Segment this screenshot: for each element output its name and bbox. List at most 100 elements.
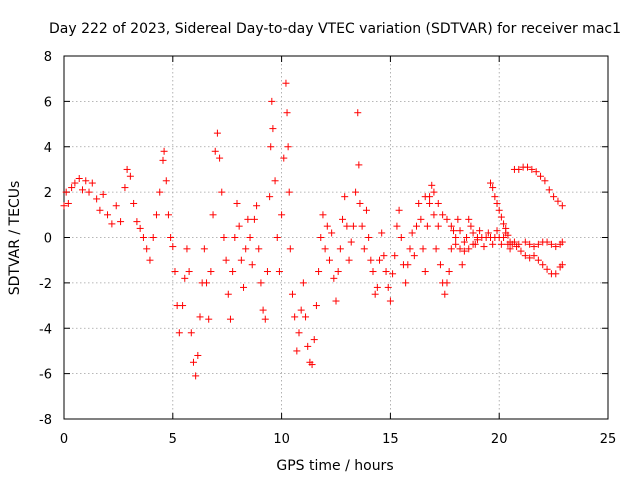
- data-point: [288, 290, 296, 298]
- data-point: [149, 234, 157, 241]
- data-point: [164, 211, 172, 219]
- data-point: [523, 163, 531, 171]
- data-point: [244, 215, 252, 223]
- data-point: [502, 224, 510, 232]
- data-point: [441, 290, 449, 298]
- data-point: [558, 238, 566, 246]
- data-point: [224, 290, 232, 298]
- data-point: [271, 177, 279, 185]
- data-point: [476, 227, 484, 235]
- data-point: [291, 313, 299, 321]
- data-point: [189, 358, 197, 366]
- data-point: [521, 238, 529, 246]
- data-point: [419, 245, 427, 253]
- data-point: [480, 243, 488, 251]
- data-point: [391, 252, 399, 260]
- data-point: [257, 279, 265, 287]
- data-point: [323, 222, 331, 230]
- data-point: [209, 211, 217, 219]
- data-point: [332, 297, 340, 305]
- data-point: [226, 315, 234, 323]
- data-point: [71, 179, 79, 187]
- data-point: [558, 261, 566, 269]
- data-point: [242, 245, 250, 253]
- data-point: [183, 245, 191, 253]
- data-point: [334, 268, 342, 276]
- data-point: [423, 222, 431, 230]
- data-point: [96, 206, 104, 214]
- data-point: [343, 222, 351, 230]
- data-point: [543, 265, 551, 273]
- chart-title: Day 222 of 2023, Sidereal Day-to-day VTE…: [49, 21, 621, 37]
- data-point: [454, 215, 462, 223]
- data-point: [339, 215, 347, 223]
- data-point: [299, 279, 307, 287]
- data-point: [117, 218, 125, 226]
- data-point: [143, 245, 151, 253]
- data-point: [456, 227, 464, 235]
- data-point: [156, 188, 164, 196]
- data-point: [185, 268, 193, 276]
- data-point: [545, 186, 553, 194]
- data-point: [235, 222, 243, 230]
- data-point: [341, 193, 349, 201]
- data-point: [365, 234, 373, 241]
- data-point: [534, 240, 542, 248]
- y-tick-label: -6: [39, 368, 52, 383]
- data-point: [473, 236, 481, 244]
- data-point: [295, 329, 303, 337]
- data-point: [171, 268, 179, 276]
- data-point: [273, 234, 281, 241]
- x-tick-label: 0: [60, 432, 68, 447]
- data-point: [304, 342, 312, 350]
- data-point: [497, 213, 505, 221]
- data-point: [181, 274, 189, 282]
- data-point: [68, 184, 76, 192]
- data-point: [286, 245, 294, 253]
- data-point: [450, 227, 458, 235]
- data-point: [345, 256, 353, 264]
- data-point: [93, 195, 101, 203]
- data-point: [460, 247, 468, 255]
- x-tick-label: 20: [491, 432, 508, 447]
- data-point: [78, 186, 86, 194]
- data-point: [550, 193, 558, 201]
- data-point: [552, 243, 560, 251]
- data-series: [60, 79, 566, 380]
- data-point: [82, 177, 90, 185]
- data-point: [159, 156, 167, 164]
- data-point: [376, 256, 384, 264]
- data-point: [229, 268, 237, 276]
- data-point: [315, 268, 323, 276]
- data-point: [362, 206, 370, 214]
- data-point: [404, 261, 412, 269]
- data-point: [447, 222, 455, 230]
- data-point: [308, 361, 316, 369]
- data-point: [421, 193, 429, 201]
- data-point: [465, 245, 473, 253]
- data-point: [222, 256, 230, 264]
- data-point: [397, 234, 405, 241]
- data-point: [253, 202, 261, 210]
- data-point: [515, 240, 523, 248]
- data-point: [500, 234, 508, 241]
- data-point: [216, 154, 224, 162]
- data-point: [108, 220, 116, 228]
- data-point: [175, 329, 183, 337]
- data-point: [60, 202, 68, 210]
- data-point: [497, 240, 505, 248]
- data-point: [456, 245, 464, 253]
- data-point: [152, 211, 160, 219]
- data-point: [104, 211, 112, 219]
- data-point: [250, 215, 258, 223]
- data-point: [200, 245, 208, 253]
- data-point: [500, 220, 508, 228]
- data-point: [408, 229, 416, 237]
- data-point: [434, 222, 442, 230]
- data-point: [213, 129, 221, 137]
- data-point: [447, 245, 455, 253]
- data-point: [430, 211, 438, 219]
- data-point: [187, 329, 195, 337]
- data-point: [530, 252, 538, 260]
- data-point: [367, 256, 375, 264]
